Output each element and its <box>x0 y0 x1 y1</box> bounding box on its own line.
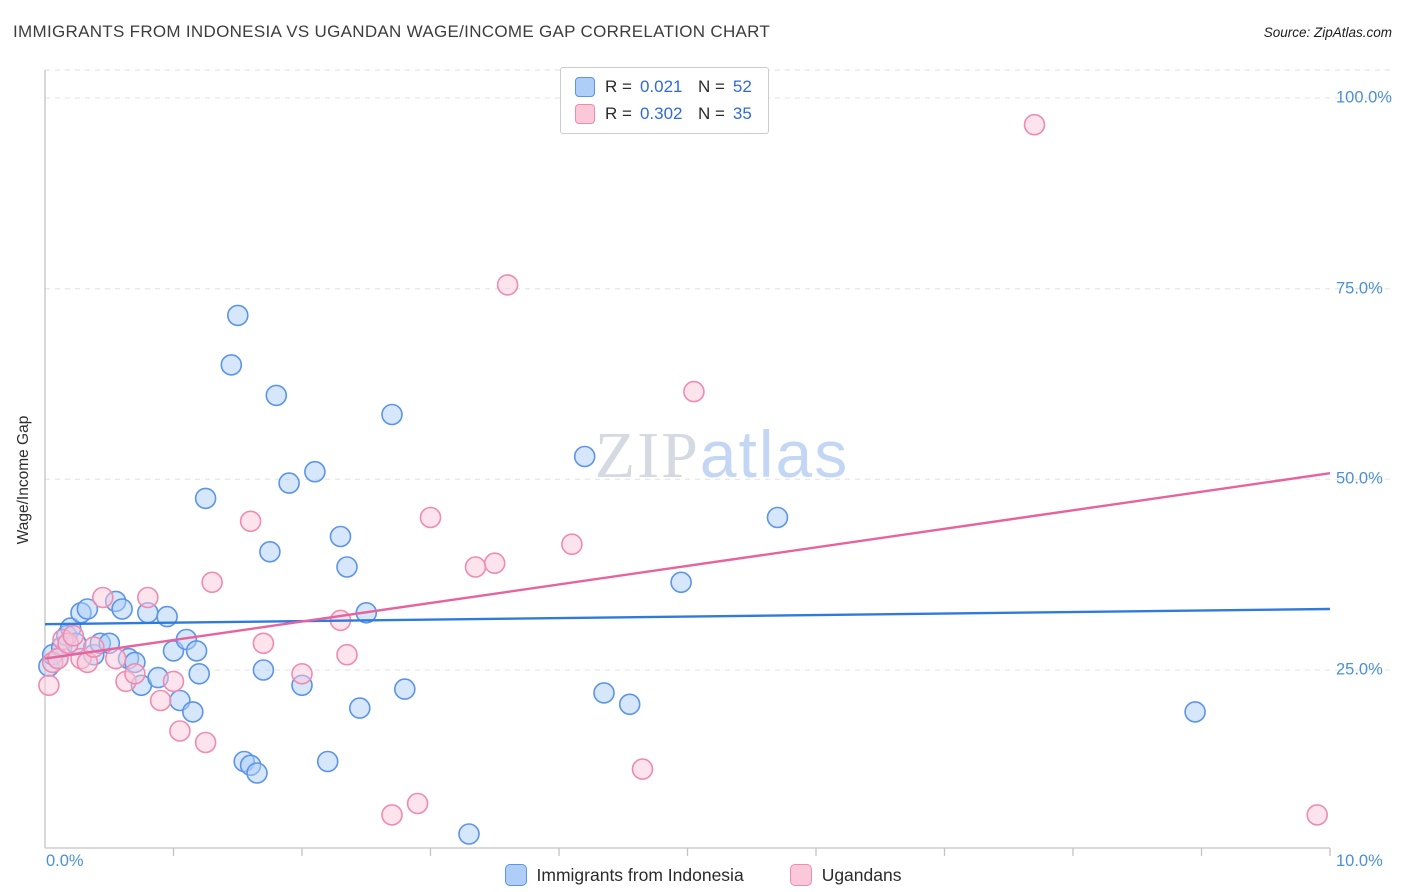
scatter-point-uganda[interactable] <box>137 586 159 609</box>
watermark-zip-text: ZIP <box>594 419 700 492</box>
r-label: R = <box>605 77 632 96</box>
pink-series-swatch <box>575 104 595 124</box>
scatter-point-uganda[interactable] <box>194 731 217 754</box>
legend-item-indonesia: Immigrants from Indonesia <box>504 864 744 886</box>
scatter-point-indonesia[interactable] <box>304 460 326 483</box>
scatter-point-uganda[interactable] <box>291 662 313 685</box>
n-label: N = <box>697 77 725 96</box>
scatter-point-uganda[interactable] <box>92 586 114 609</box>
legend-row-ugandans: R = 0.302 N = 35 <box>575 104 752 124</box>
x-axis-max-label: 10.0% <box>1336 852 1383 870</box>
scatter-point-indonesia[interactable] <box>259 540 281 563</box>
series-legend: Immigrants from Indonesia Ugandans <box>0 864 1406 886</box>
y-tick-label-50: 50.0% <box>1336 469 1383 488</box>
zipatlas-watermark: ZIPatlas <box>595 416 849 494</box>
r-value: 0.021 <box>639 77 683 96</box>
x-axis-min-label: 0.0% <box>46 852 84 870</box>
scatter-point-uganda[interactable] <box>83 636 105 658</box>
scatter-point-indonesia[interactable] <box>593 682 615 704</box>
blue-series-swatch <box>504 864 527 886</box>
scatter-point-indonesia[interactable] <box>329 525 352 548</box>
scatter-point-indonesia[interactable] <box>188 662 210 685</box>
scatter-point-uganda[interactable] <box>62 624 85 647</box>
scatter-point-uganda[interactable] <box>124 662 146 685</box>
trend-line <box>44 472 1331 660</box>
scatter-point-uganda[interactable] <box>239 510 262 533</box>
scatter-point-indonesia[interactable] <box>265 384 288 407</box>
scatter-point-indonesia[interactable] <box>573 445 596 468</box>
scatter-point-uganda[interactable] <box>561 533 583 556</box>
n-value: 52 <box>732 77 752 96</box>
pink-series-swatch <box>789 864 812 886</box>
legend-row-indonesia: R = 0.021 N = 52 <box>575 77 752 97</box>
scatter-point-indonesia[interactable] <box>182 701 204 723</box>
scatter-point-indonesia[interactable] <box>618 693 641 716</box>
legend-item-ugandans: Ugandans <box>789 864 902 886</box>
scatter-point-indonesia[interactable] <box>348 697 371 719</box>
scatter-point-indonesia[interactable] <box>227 304 249 327</box>
scatter-point-indonesia[interactable] <box>393 678 416 700</box>
scatter-point-indonesia[interactable] <box>458 823 480 845</box>
scatter-point-indonesia[interactable] <box>336 556 358 578</box>
scatter-point-uganda[interactable] <box>496 274 519 296</box>
scatter-point-uganda[interactable] <box>149 689 172 712</box>
trend-line <box>44 607 1331 626</box>
scatter-point-indonesia[interactable] <box>76 598 99 620</box>
scatter-point-indonesia[interactable] <box>1184 701 1206 723</box>
correlation-stats-legend: R = 0.021 N = 52 R = 0.302 N = 35 <box>560 67 769 134</box>
r-label: R = <box>605 104 632 123</box>
scatter-point-indonesia[interactable] <box>252 659 275 681</box>
n-value: 35 <box>732 104 752 123</box>
scatter-point-uganda[interactable] <box>201 571 223 594</box>
scatter-point-uganda[interactable] <box>169 720 191 742</box>
scatter-point-indonesia[interactable] <box>316 750 339 773</box>
n-label: N = <box>697 104 725 123</box>
scatter-point-uganda[interactable] <box>252 632 275 655</box>
scatter-point-uganda[interactable] <box>1023 113 1046 136</box>
scatter-point-uganda[interactable] <box>38 674 60 697</box>
scatter-point-indonesia[interactable] <box>185 640 208 662</box>
scatter-point-uganda[interactable] <box>683 380 705 403</box>
scatter-point-uganda[interactable] <box>483 552 506 575</box>
scatter-point-uganda[interactable] <box>336 643 358 666</box>
scatter-point-indonesia[interactable] <box>246 762 268 784</box>
r-value: 0.302 <box>639 104 683 123</box>
watermark-atlas-text: atlas <box>699 417 850 491</box>
y-axis-title: Wage/Income Gap <box>15 415 32 545</box>
blue-series-swatch <box>575 77 595 97</box>
scatter-point-uganda[interactable] <box>104 647 127 670</box>
scatter-point-indonesia[interactable] <box>670 571 692 594</box>
scatter-point-indonesia[interactable] <box>194 487 217 510</box>
scatter-point-indonesia[interactable] <box>220 354 243 376</box>
scatter-point-uganda[interactable] <box>464 556 487 578</box>
legend-item-label: Immigrants from Indonesia <box>536 864 744 885</box>
y-tick-label-75: 75.0% <box>1336 279 1383 298</box>
scatter-point-uganda[interactable] <box>419 506 442 529</box>
source-attribution: Source: ZipAtlas.com <box>1263 25 1392 40</box>
scatter-point-indonesia[interactable] <box>111 598 133 620</box>
legend-item-label: Ugandans <box>821 864 902 885</box>
scatter-point-indonesia[interactable] <box>278 472 300 494</box>
y-tick-label-100: 100.0% <box>1336 88 1392 107</box>
scatter-point-uganda[interactable] <box>162 670 185 693</box>
scatter-point-uganda[interactable] <box>406 792 429 815</box>
y-tick-label-25: 25.0% <box>1336 660 1383 679</box>
scatter-point-indonesia[interactable] <box>766 506 789 529</box>
scatter-point-uganda[interactable] <box>1306 804 1328 826</box>
scatter-point-indonesia[interactable] <box>381 403 403 426</box>
page-title: IMMIGRANTS FROM INDONESIA VS UGANDAN WAG… <box>13 22 771 41</box>
scatter-point-uganda[interactable] <box>381 804 403 826</box>
scatter-point-uganda[interactable] <box>631 758 654 780</box>
